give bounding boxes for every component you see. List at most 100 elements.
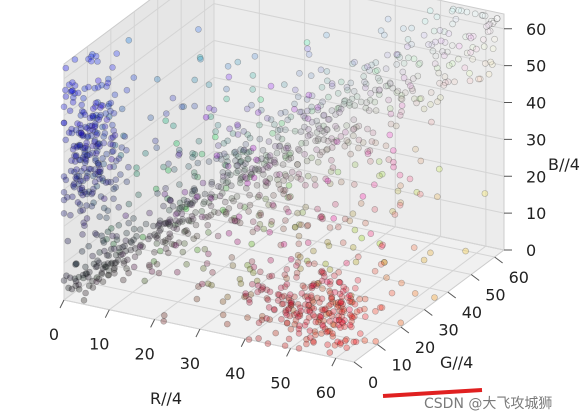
data-point — [301, 293, 309, 300]
data-point — [110, 195, 117, 203]
data-point — [222, 162, 230, 169]
data-point — [136, 243, 144, 250]
data-point — [266, 273, 273, 280]
data-point — [83, 152, 91, 159]
data-point — [236, 202, 244, 210]
data-point — [88, 132, 95, 140]
data-point — [279, 300, 287, 308]
data-point — [328, 80, 336, 87]
data-point — [366, 97, 374, 104]
data-point — [285, 156, 293, 163]
data-point — [338, 293, 346, 300]
data-point — [121, 133, 129, 140]
data-point — [208, 178, 216, 186]
data-point — [315, 122, 322, 129]
data-point — [89, 172, 97, 180]
data-point — [175, 239, 183, 246]
data-point — [83, 190, 90, 198]
data-point — [277, 284, 285, 292]
data-point — [66, 107, 74, 115]
data-point — [328, 295, 336, 303]
data-point — [396, 201, 404, 209]
data-point — [165, 249, 172, 257]
data-point — [462, 33, 470, 41]
data-point — [233, 193, 241, 200]
data-point — [266, 157, 274, 164]
data-point — [76, 121, 84, 128]
data-point — [285, 335, 293, 343]
data-point — [200, 200, 207, 208]
data-point — [326, 349, 334, 356]
data-point — [253, 182, 261, 189]
data-point — [298, 290, 306, 297]
data-point — [71, 275, 79, 283]
grid-line — [63, 187, 215, 301]
data-point — [83, 174, 90, 182]
data-point — [67, 167, 75, 175]
data-point — [441, 39, 449, 46]
data-point — [224, 137, 231, 145]
data-point — [243, 149, 251, 157]
data-point — [323, 77, 331, 85]
data-point — [263, 178, 270, 186]
data-point — [336, 279, 344, 286]
data-point — [109, 64, 116, 71]
data-point — [65, 129, 73, 136]
data-point — [90, 260, 98, 268]
data-point — [89, 112, 96, 120]
data-point — [389, 147, 397, 154]
data-point — [361, 78, 368, 86]
data-point — [280, 225, 287, 233]
data-point — [257, 106, 265, 114]
data-point — [319, 323, 327, 330]
data-point — [348, 298, 355, 306]
grid-line — [213, 187, 505, 251]
y-axis-label: G//4 — [440, 353, 473, 372]
data-point — [77, 207, 84, 215]
data-point — [111, 264, 118, 272]
data-point — [193, 193, 201, 201]
grid-line — [244, 226, 396, 340]
data-point — [80, 165, 88, 172]
data-point — [249, 144, 257, 152]
data-point — [96, 143, 103, 150]
data-point — [81, 188, 89, 196]
data-point — [327, 168, 335, 175]
data-point — [408, 41, 415, 48]
data-point — [232, 157, 239, 165]
data-point — [99, 123, 106, 131]
data-point — [267, 256, 275, 264]
data-point — [173, 225, 181, 233]
data-point — [75, 273, 83, 281]
data-point — [95, 168, 102, 175]
data-point — [391, 211, 399, 218]
data-point — [154, 222, 162, 230]
data-point — [153, 240, 161, 247]
data-point — [246, 299, 253, 306]
data-point — [361, 64, 369, 72]
data-point — [81, 85, 88, 92]
data-point — [111, 132, 119, 139]
data-point — [334, 303, 341, 311]
data-point — [223, 85, 230, 93]
data-point — [266, 288, 274, 296]
data-point — [96, 113, 103, 121]
data-point — [479, 12, 487, 19]
data-point — [283, 319, 291, 327]
data-point — [448, 60, 456, 67]
data-point — [103, 214, 110, 222]
data-point — [362, 80, 370, 88]
data-point — [254, 193, 262, 201]
data-point — [181, 240, 188, 247]
data-point — [291, 224, 299, 231]
z-tick-label: 10 — [526, 204, 546, 223]
data-point — [135, 191, 142, 199]
data-point — [351, 284, 359, 292]
data-point — [292, 317, 300, 324]
data-point — [91, 122, 99, 129]
data-point — [334, 90, 342, 97]
data-point — [301, 321, 309, 329]
data-point — [103, 252, 111, 259]
data-point — [93, 231, 100, 238]
data-point — [295, 325, 303, 333]
